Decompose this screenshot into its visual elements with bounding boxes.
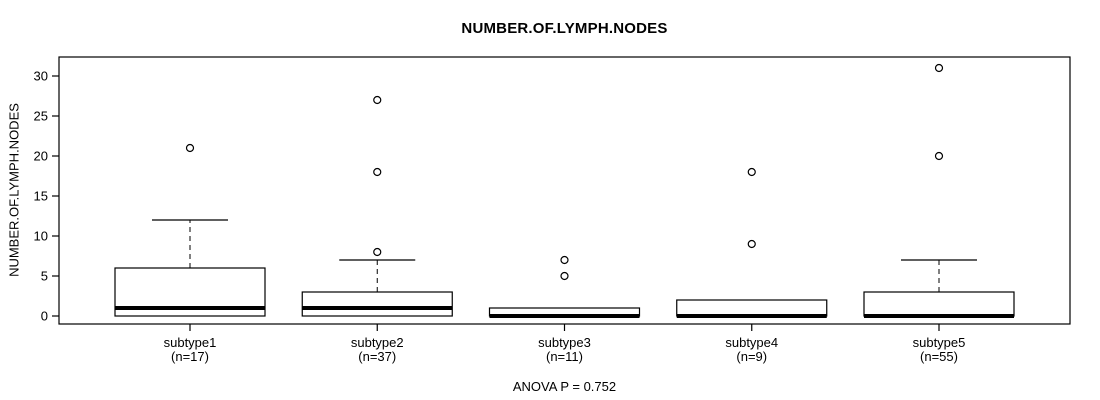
y-tick-label: 25 (34, 109, 48, 124)
y-tick-label: 5 (41, 269, 48, 284)
iqr-box (676, 299, 828, 317)
outlier-point (373, 247, 382, 257)
iqr-box (301, 291, 453, 317)
x-group-sublabel: (n=55) (920, 349, 958, 364)
outlier-point (560, 255, 569, 265)
x-group-label: subtype3 (538, 335, 591, 350)
x-group-sublabel: (n=9) (736, 349, 767, 364)
outlier-point (560, 271, 569, 281)
outlier-point (373, 167, 382, 177)
y-tick-label: 15 (34, 189, 48, 204)
outlier-point (934, 151, 944, 161)
y-tick-label: 10 (34, 229, 48, 244)
x-group-sublabel: (n=17) (171, 349, 209, 364)
outlier-point (373, 95, 382, 105)
outlier-point (747, 239, 756, 249)
y-tick-label: 20 (34, 149, 48, 164)
outlier-point (185, 143, 195, 153)
x-group-label: subtype2 (351, 335, 404, 350)
x-group-label: subtype1 (164, 335, 217, 350)
chart-title: NUMBER.OF.LYMPH.NODES (461, 20, 668, 37)
outlier-point (934, 63, 944, 73)
x-group-sublabel: (n=37) (358, 349, 396, 364)
outlier-point (747, 167, 756, 177)
x-group-sublabel: (n=11) (546, 349, 583, 364)
anova-annotation: ANOVA P = 0.752 (512, 379, 617, 394)
y-tick-label: 0 (41, 309, 48, 324)
x-group-label: subtype5 (913, 335, 966, 350)
x-group-label: subtype4 (725, 335, 778, 350)
y-tick-label: 30 (34, 69, 48, 84)
iqr-box (863, 291, 1015, 317)
